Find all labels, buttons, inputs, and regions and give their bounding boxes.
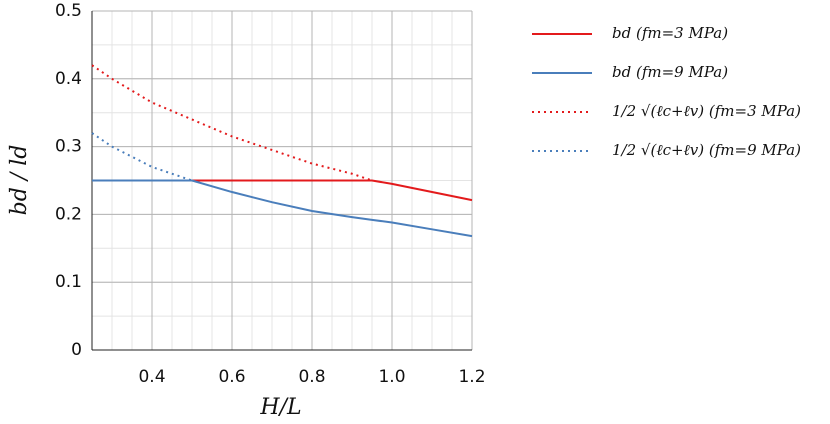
y-tick-label: 0.1 (55, 272, 82, 292)
x-tick-label: 0.8 (298, 367, 325, 387)
y-tick-label: 0.5 (55, 1, 82, 21)
x-tick-label: 0.6 (218, 367, 245, 387)
x-axis-label: H/L (259, 395, 301, 420)
series-line (92, 179, 473, 238)
legend-label: 1/2 √(ℓc+ℓv) (fm=9 MPa) (612, 141, 801, 159)
legend-label: 1/2 √(ℓc+ℓv) (fm=3 MPa) (612, 102, 801, 120)
series-line (92, 179, 473, 202)
y-axis-label: bd / ld (7, 145, 32, 216)
x-tick-label: 1.2 (458, 367, 485, 387)
y-tick-label: 0.3 (55, 137, 82, 157)
series-line (91, 132, 193, 182)
legend-label: bd (fm=9 MPa) (612, 63, 728, 81)
x-tick-label: 1.0 (378, 367, 405, 387)
legend-label: bd (fm=3 MPa) (612, 24, 728, 42)
y-tick-label: 0.4 (55, 69, 82, 89)
y-tick-label: 0.2 (55, 204, 82, 224)
x-tick-label: 0.4 (138, 367, 165, 387)
y-tick-label: 0 (71, 340, 82, 360)
series-line (91, 64, 373, 182)
